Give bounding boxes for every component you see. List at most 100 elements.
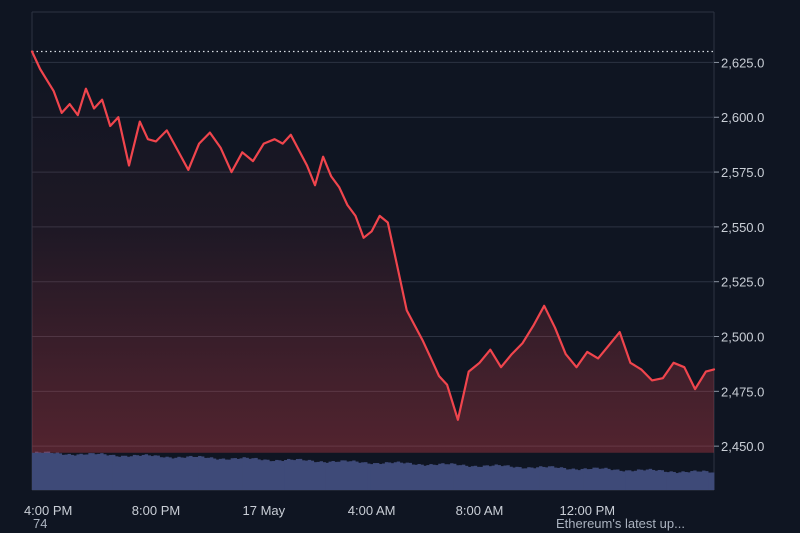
volume-bar [266,459,270,490]
volume-bar [278,460,282,490]
volume-bar [663,471,667,490]
volume-bar [479,466,484,490]
volume-bar [310,460,315,490]
volume-bar [553,467,558,490]
volume-bar [408,462,412,490]
volume-bar [361,462,365,490]
y-tick-label: 2,575.0 [721,165,764,180]
volume-bar [177,456,181,490]
volume-bar [236,458,240,490]
volume-bar [464,465,469,490]
news-headline-link[interactable]: Ethereum's latest up... [556,516,685,531]
volume-bar [34,451,39,490]
price-line [30,50,716,421]
volume-bar [453,463,457,490]
volume-bar [542,466,546,490]
volume-bar [88,453,92,490]
volume-bar [625,470,629,490]
volume-bar [607,468,611,490]
volume-bar [201,456,205,490]
volume-bar [221,458,226,490]
volume-bar [473,465,478,490]
volume-bar [675,473,679,490]
volume-bar [690,471,694,490]
volume-bar [123,455,128,490]
volume-bar [272,461,276,490]
volume-bar [550,466,555,490]
volume-bar [180,457,184,490]
volume-bar [375,463,380,490]
volume-bar [328,461,332,490]
volume-bar [708,472,712,490]
volume-bar [610,470,614,490]
volume-bar [313,462,318,490]
volume-bar [693,470,697,490]
volume-bar [126,456,131,490]
volume-bar [711,472,715,490]
volume-bar [168,457,172,490]
volume-bar [322,462,326,490]
volume-bar [387,462,392,490]
volume-bar [521,468,525,490]
volume-bar [198,455,202,490]
volume-bar [705,471,709,490]
volume-bar [70,454,74,490]
volume-bar [135,455,140,490]
volume-bar [230,458,235,490]
volume-bar [112,454,116,490]
volume-bar [441,463,445,490]
volume-bar [275,459,279,490]
volume-bar [645,469,650,490]
volume-bar [316,461,321,490]
volume-bar [186,456,190,490]
volume-bar [263,459,267,490]
volume-bar [390,463,395,490]
volume-bar [61,454,66,490]
volume-bar [494,464,498,490]
volume-bar [218,458,223,490]
volume-bar [467,466,472,490]
volume-bar [254,457,258,490]
volume-bar [556,467,561,490]
volume-bar [49,452,54,490]
volume-bar [289,459,294,490]
volume-bar [171,458,175,490]
y-tick-label: 2,600.0 [721,110,764,125]
volume-bar [651,469,656,490]
volume-bar [485,465,490,490]
volume-bar [622,471,626,490]
volume-bar [281,461,285,490]
volume-bar [251,458,255,490]
volume-bar [417,464,421,490]
volume-bar [696,471,700,490]
volume-bar [432,464,436,490]
volume-bar [411,464,415,490]
volume-bar [239,458,243,490]
volume-bar [458,465,463,490]
x-tick-label: 17 May [243,503,286,518]
volume-bar [426,465,430,490]
volume-bar [601,468,605,490]
volume-bar [657,469,662,490]
volume-bar [73,455,77,490]
volume-bar [450,463,454,490]
volume-bar [212,458,217,490]
footer-left-text: 74 [33,516,48,531]
volume-bar [82,454,86,490]
volume-bar [109,454,113,490]
volume-bar [402,463,407,490]
volume-bar [684,471,688,490]
volume-bar [224,459,229,490]
volume-bar [269,461,273,490]
volume-bar [533,468,537,490]
volume-bar [245,457,249,490]
volume-bar [438,463,442,490]
volume-bar [378,464,383,490]
volume-bar [334,461,338,490]
volume-bar [598,468,602,490]
volume-bar [669,471,673,490]
volume-bar [37,452,42,490]
volume-bar [547,466,552,490]
volume-bar [476,466,481,490]
